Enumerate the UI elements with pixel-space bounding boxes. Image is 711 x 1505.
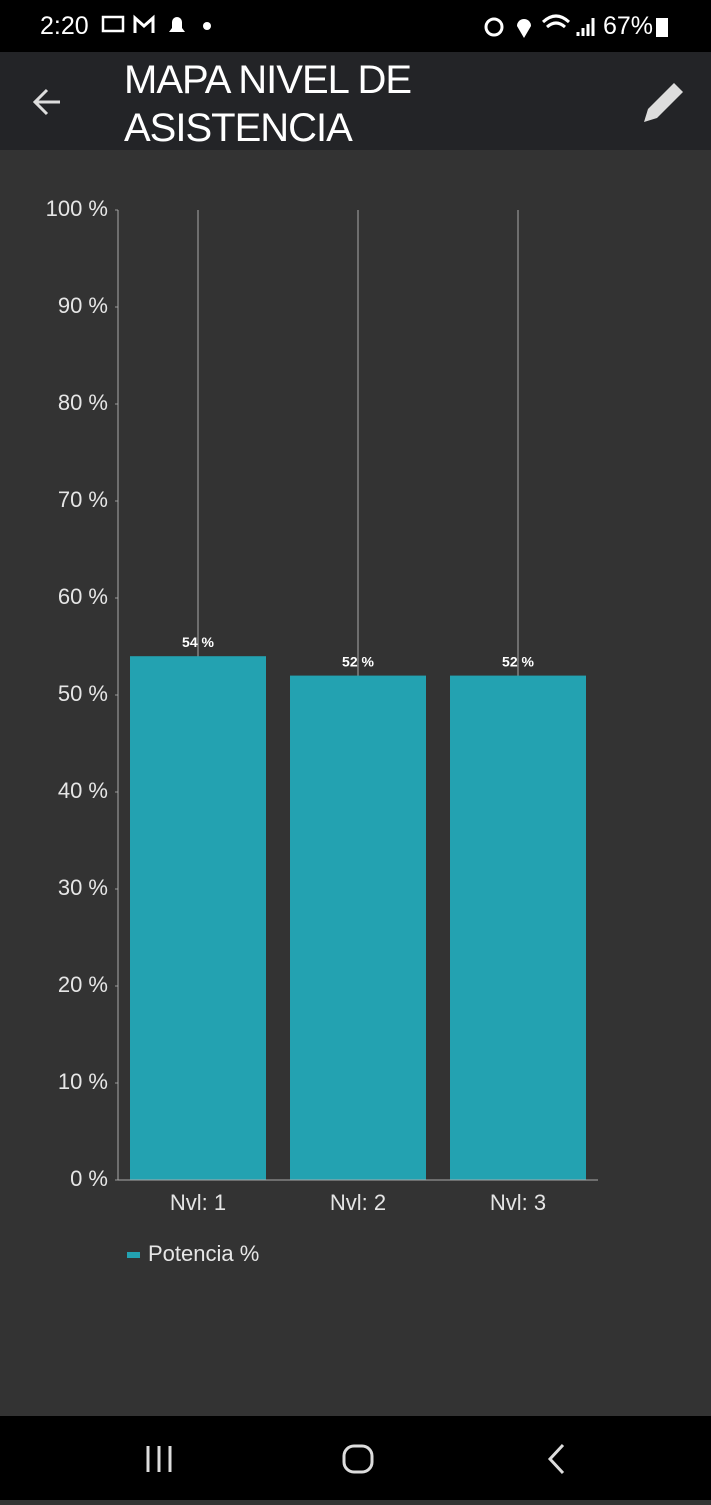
x-tick-label: Nvl: 1 <box>170 1190 226 1215</box>
y-tick-label: 30 % <box>58 875 108 900</box>
legend-label: Potencia % <box>148 1241 259 1266</box>
page-title: MAPA NIVEL DE ASISTENCIA <box>124 58 412 150</box>
bar <box>450 675 586 1180</box>
cast-icon <box>101 15 125 33</box>
battery-level: 67% <box>603 12 654 40</box>
recents-button[interactable] <box>146 1446 172 1472</box>
y-tick-label: 40 % <box>58 778 108 803</box>
alarm-icon <box>484 17 504 37</box>
back-button[interactable] <box>18 72 78 132</box>
gmail-icon <box>133 14 155 33</box>
y-tick-label: 20 % <box>58 972 108 997</box>
home-button[interactable] <box>342 1444 374 1474</box>
value-label: 52 % <box>502 653 534 669</box>
y-tick-label: 0 % <box>70 1166 108 1191</box>
bar <box>290 675 426 1180</box>
battery-icon <box>656 18 668 37</box>
y-tick-label: 10 % <box>58 1069 108 1094</box>
status-icons <box>101 14 668 38</box>
y-tick-label: 80 % <box>58 390 108 415</box>
clock: 2:20 <box>40 12 89 40</box>
y-tick-label: 90 % <box>58 293 108 318</box>
bell-icon <box>169 17 185 32</box>
status-bar: 2:20 67% <box>0 0 711 52</box>
y-tick-label: 50 % <box>58 681 108 706</box>
y-tick-label: 100 % <box>46 196 108 221</box>
x-tick-label: Nvl: 3 <box>490 1190 546 1215</box>
system-back-button[interactable] <box>547 1443 565 1475</box>
nav-buttons <box>146 1443 565 1475</box>
bar <box>130 656 266 1180</box>
edit-button[interactable] <box>634 72 694 132</box>
value-label: 54 % <box>182 634 214 650</box>
location-icon <box>517 19 531 38</box>
wifi-icon <box>541 14 571 29</box>
navigation-bar <box>0 1416 711 1500</box>
signal-icon <box>576 18 595 36</box>
dot-icon <box>203 22 211 30</box>
y-tick-label: 70 % <box>58 487 108 512</box>
app-bar: MAPA NIVEL DE ASISTENCIA <box>0 52 711 150</box>
legend-swatch <box>127 1252 140 1258</box>
x-tick-label: Nvl: 2 <box>330 1190 386 1215</box>
value-label: 52 % <box>342 653 374 669</box>
y-tick-label: 60 % <box>58 584 108 609</box>
